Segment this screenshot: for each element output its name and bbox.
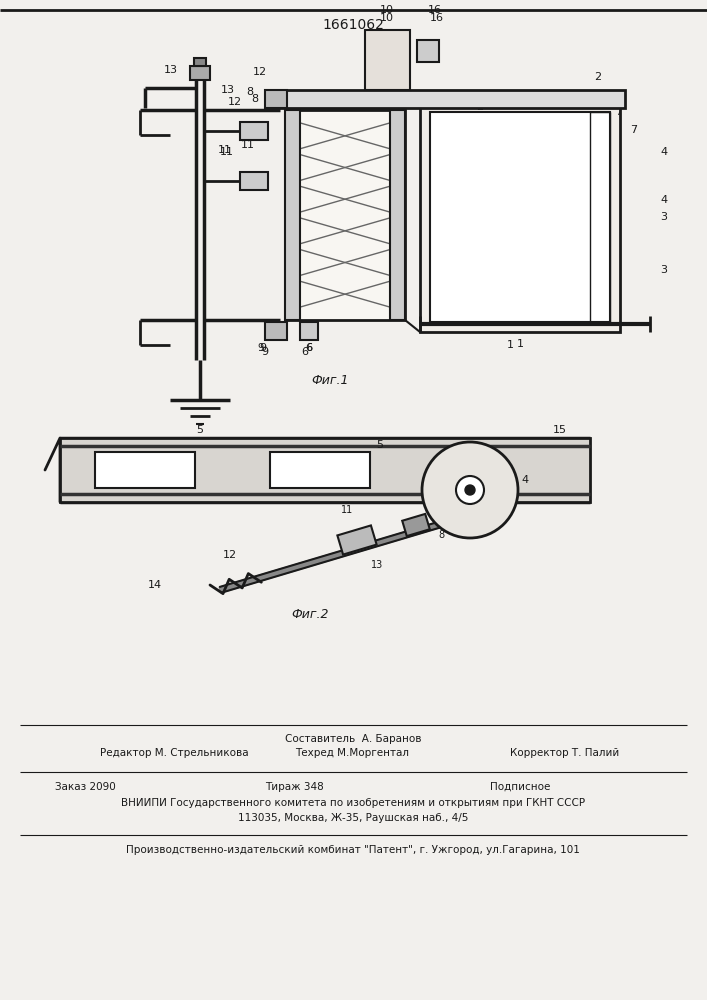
Text: 15: 15 <box>553 425 567 435</box>
Text: 9: 9 <box>262 347 269 357</box>
Text: Техред М.Моргентал: Техред М.Моргентал <box>295 748 409 758</box>
Text: 10: 10 <box>406 95 420 105</box>
Text: 12: 12 <box>228 97 242 107</box>
Bar <box>280 90 625 108</box>
Bar <box>285 110 300 320</box>
Text: 16: 16 <box>430 13 444 23</box>
Text: 6: 6 <box>305 343 312 353</box>
Bar <box>240 172 268 190</box>
Text: 13: 13 <box>164 65 178 75</box>
Text: 4: 4 <box>660 147 667 157</box>
Bar <box>390 110 405 320</box>
Circle shape <box>456 476 484 504</box>
Text: 6: 6 <box>301 347 308 357</box>
Text: Редактор М. Стрельникова: Редактор М. Стрельникова <box>100 748 249 758</box>
Text: 8: 8 <box>252 94 259 104</box>
Text: 9: 9 <box>259 343 267 353</box>
Text: 3: 3 <box>660 265 667 275</box>
Bar <box>430 112 610 322</box>
Text: Фиг.2: Фиг.2 <box>291 608 329 621</box>
Bar <box>402 514 430 536</box>
Text: 4: 4 <box>522 475 529 485</box>
Bar <box>194 58 206 66</box>
Text: 16: 16 <box>437 95 451 105</box>
Text: Корректор Т. Палий: Корректор Т. Палий <box>510 748 619 758</box>
Text: 11: 11 <box>241 140 255 150</box>
Text: 2: 2 <box>477 102 484 112</box>
Text: 2: 2 <box>595 72 602 82</box>
Bar <box>590 112 610 322</box>
Bar <box>190 66 210 80</box>
Text: 16: 16 <box>428 5 442 15</box>
Text: Подписное: Подписное <box>490 782 550 792</box>
Text: 1661062: 1661062 <box>322 18 384 32</box>
Bar <box>240 122 268 140</box>
Text: 12: 12 <box>223 550 237 560</box>
Text: 11: 11 <box>341 505 353 515</box>
Text: Фиг.1: Фиг.1 <box>311 373 349 386</box>
Bar <box>300 322 318 340</box>
Bar <box>420 102 620 332</box>
Bar <box>265 322 287 340</box>
Text: 5: 5 <box>197 425 204 435</box>
Circle shape <box>422 442 518 538</box>
Text: 13: 13 <box>221 85 235 95</box>
Text: 8: 8 <box>264 100 271 110</box>
Bar <box>365 30 410 90</box>
Circle shape <box>465 485 475 495</box>
Text: 113035, Москва, Ж-35, Раушская наб., 4/5: 113035, Москва, Ж-35, Раушская наб., 4/5 <box>238 813 468 823</box>
Text: 10: 10 <box>380 13 394 23</box>
Text: 7: 7 <box>630 125 637 135</box>
Text: 11: 11 <box>220 147 234 157</box>
Text: 3: 3 <box>660 212 667 222</box>
Bar <box>95 452 195 488</box>
Text: 1: 1 <box>517 339 523 349</box>
Text: 6: 6 <box>306 343 312 353</box>
Text: 7: 7 <box>615 107 622 117</box>
Bar <box>337 525 377 555</box>
Text: 12: 12 <box>253 67 267 77</box>
Text: Производственно-издательский комбинат "Патент", г. Ужгород, ул.Гагарина, 101: Производственно-издательский комбинат "П… <box>126 845 580 855</box>
Bar <box>270 452 370 488</box>
Text: ВНИИПИ Государственного комитета по изобретениям и открытиям при ГКНТ СССР: ВНИИПИ Государственного комитета по изоб… <box>121 798 585 808</box>
Text: 10: 10 <box>380 5 394 15</box>
Text: 8: 8 <box>247 87 254 97</box>
Text: Составитель  А. Баранов: Составитель А. Баранов <box>285 734 421 744</box>
Text: 14: 14 <box>148 580 162 590</box>
Polygon shape <box>219 517 456 593</box>
Text: 13: 13 <box>371 560 383 570</box>
Text: Тираж 348: Тираж 348 <box>265 782 324 792</box>
Text: 5: 5 <box>377 440 383 450</box>
Bar <box>417 40 439 62</box>
Text: 1: 1 <box>506 340 513 350</box>
Bar <box>285 110 405 320</box>
Text: 11: 11 <box>218 145 232 155</box>
Bar <box>265 90 287 108</box>
Bar <box>60 438 590 502</box>
Text: 4: 4 <box>660 195 667 205</box>
Text: 9: 9 <box>257 343 263 353</box>
Text: 8: 8 <box>438 530 444 540</box>
Text: Заказ 2090: Заказ 2090 <box>55 782 116 792</box>
